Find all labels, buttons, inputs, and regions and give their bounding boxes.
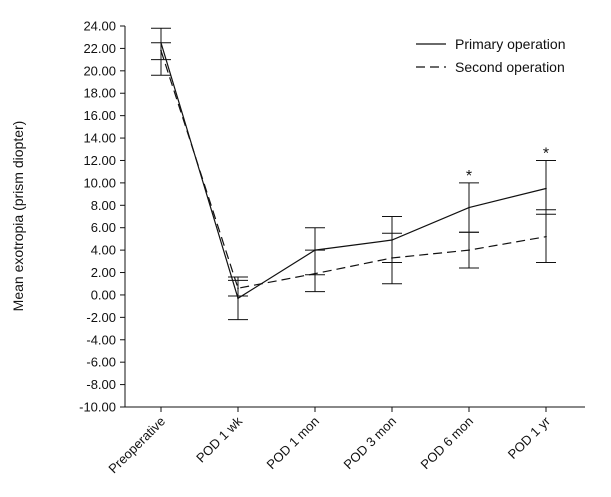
data-point — [237, 297, 239, 300]
data-point — [314, 272, 316, 275]
y-tick-label: 14.00 — [83, 131, 116, 146]
y-tick-label: 22.00 — [83, 41, 116, 56]
significance-marker: * — [543, 145, 549, 162]
x-tick-label: POD 1 mon — [263, 414, 322, 473]
y-tick-label: 8.00 — [91, 198, 116, 213]
y-tick-label: 24.00 — [83, 19, 116, 34]
y-tick-label: 0.00 — [91, 287, 116, 302]
legend: Primary operation Second operation — [416, 36, 566, 75]
x-tick-label: POD 1 yr — [505, 413, 554, 462]
data-point — [468, 206, 470, 209]
y-tick-label: -6.00 — [86, 355, 116, 370]
y-tick-label: 18.00 — [83, 86, 116, 101]
series-line — [160, 42, 547, 300]
series-second — [151, 42, 556, 297]
y-ticks: 24.00 22.00 20.00 18.00 16.00 14.00 12.00 10.00… — [79, 19, 125, 415]
data-point — [391, 257, 393, 259]
y-axis: 24.00 22.00 20.00 18.00 16.00 14.00 12.00 10.00… — [79, 19, 126, 415]
data-point — [468, 249, 470, 251]
data-point — [160, 49, 162, 52]
y-tick-label: -4.00 — [86, 332, 116, 347]
y-tick-label: -10.00 — [79, 400, 116, 415]
x-tick-label: POD 3 mon — [340, 414, 399, 473]
x-ticks: Preoperative POD 1 wk POD 1 mon POD 3 mon PO… — [105, 407, 554, 477]
y-tick-label: 10.00 — [83, 175, 116, 190]
x-tick-label: POD 1 wk — [193, 413, 245, 465]
y-tick-label: 4.00 — [91, 243, 116, 258]
y-axis-title: Mean exotropia (prism diopter) — [10, 121, 26, 312]
data-point — [545, 235, 547, 238]
y-tick-label: -2.00 — [86, 310, 116, 325]
data-point — [545, 187, 547, 190]
y-tick-label: 6.00 — [91, 220, 116, 235]
x-axis: Preoperative POD 1 wk POD 1 mon POD 3 mon PO… — [105, 406, 585, 477]
data-point — [237, 287, 239, 290]
y-tick-label: 20.00 — [83, 63, 116, 78]
plot-area: ** — [151, 27, 556, 321]
x-tick-label: Preoperative — [105, 414, 168, 477]
y-tick-label: 12.00 — [83, 153, 116, 168]
legend-label-second: Second operation — [455, 59, 565, 75]
y-tick-label: 2.00 — [91, 265, 116, 280]
significance-marker: * — [466, 168, 472, 185]
legend-label-primary: Primary operation — [455, 36, 566, 52]
y-tick-label: -8.00 — [86, 377, 116, 392]
x-tick-label: POD 6 mon — [417, 414, 476, 473]
y-tick-label: 16.00 — [83, 108, 116, 123]
series-line — [160, 50, 547, 289]
